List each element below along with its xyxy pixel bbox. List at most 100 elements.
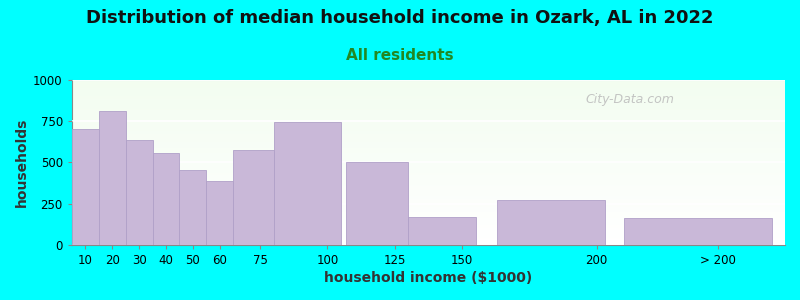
Bar	[126, 140, 153, 245]
Bar	[72, 157, 785, 158]
Bar	[72, 136, 785, 137]
Bar	[72, 198, 785, 199]
Bar	[72, 162, 785, 163]
Bar	[153, 152, 179, 245]
Bar	[72, 181, 785, 182]
Bar	[72, 109, 785, 110]
Bar	[72, 108, 785, 109]
Bar	[72, 122, 785, 123]
Bar	[72, 210, 785, 211]
Bar	[72, 130, 785, 131]
Bar	[72, 141, 785, 142]
Bar	[72, 230, 785, 231]
Bar	[72, 182, 785, 183]
Bar	[72, 110, 785, 111]
Bar	[72, 149, 785, 150]
Bar	[72, 131, 785, 132]
Bar	[72, 183, 785, 184]
Bar	[72, 135, 785, 136]
Text: All residents: All residents	[346, 48, 454, 63]
Bar	[72, 225, 785, 226]
Bar	[72, 171, 785, 172]
Bar	[72, 229, 785, 230]
Bar	[72, 168, 785, 169]
Bar	[72, 120, 785, 121]
Bar	[72, 114, 785, 115]
Bar	[72, 199, 785, 200]
Bar	[72, 126, 785, 127]
Bar	[72, 104, 785, 105]
Bar	[72, 160, 785, 161]
Bar	[72, 84, 785, 85]
Bar	[72, 212, 785, 213]
Bar	[72, 99, 785, 100]
Bar	[72, 95, 785, 96]
Bar	[72, 211, 785, 212]
Bar	[72, 236, 785, 237]
Bar	[72, 81, 785, 82]
Bar	[72, 111, 785, 112]
Bar	[72, 189, 785, 190]
Bar	[72, 173, 785, 174]
Bar	[72, 177, 785, 178]
Bar	[72, 186, 785, 187]
Bar	[72, 144, 785, 145]
Bar	[72, 235, 785, 236]
Bar	[72, 89, 785, 90]
Bar	[72, 244, 785, 245]
Bar	[72, 112, 785, 113]
Bar	[72, 137, 785, 138]
Bar	[72, 117, 785, 118]
Bar	[72, 196, 785, 197]
Bar	[72, 232, 785, 233]
Bar	[72, 218, 785, 219]
Bar	[72, 128, 785, 129]
Bar	[72, 151, 785, 152]
Bar	[72, 121, 785, 122]
Bar	[72, 192, 785, 193]
Bar	[72, 107, 785, 108]
Bar	[72, 191, 785, 192]
Bar	[72, 102, 785, 103]
Bar	[72, 91, 785, 92]
Bar	[72, 125, 785, 126]
Bar	[72, 166, 785, 167]
Bar	[72, 188, 785, 189]
Bar	[72, 145, 785, 146]
Bar	[346, 162, 408, 245]
Bar	[72, 178, 785, 179]
Bar	[72, 221, 785, 222]
Bar	[72, 217, 785, 218]
Bar	[72, 134, 785, 135]
Bar	[72, 92, 785, 93]
Bar	[72, 118, 785, 119]
Bar	[72, 159, 785, 160]
Bar	[72, 226, 785, 227]
Bar	[72, 82, 785, 83]
Bar	[72, 206, 785, 207]
Bar	[72, 115, 785, 116]
Bar	[72, 176, 785, 177]
Bar	[72, 94, 785, 95]
Bar	[72, 185, 785, 186]
Bar	[408, 217, 475, 245]
Bar	[72, 132, 785, 133]
Bar	[72, 152, 785, 153]
Bar	[72, 124, 785, 125]
Bar	[72, 174, 785, 175]
Bar	[72, 193, 785, 194]
Bar	[72, 240, 785, 241]
Bar	[72, 140, 785, 141]
Bar	[72, 83, 785, 84]
Bar	[72, 223, 785, 224]
Bar	[72, 224, 785, 225]
Y-axis label: households: households	[15, 118, 29, 207]
Bar	[72, 129, 98, 245]
Bar	[72, 87, 785, 88]
Bar	[72, 150, 785, 151]
Bar	[72, 161, 785, 162]
Bar	[72, 86, 785, 87]
Bar	[72, 116, 785, 117]
Bar	[72, 195, 785, 196]
Bar	[72, 80, 785, 81]
